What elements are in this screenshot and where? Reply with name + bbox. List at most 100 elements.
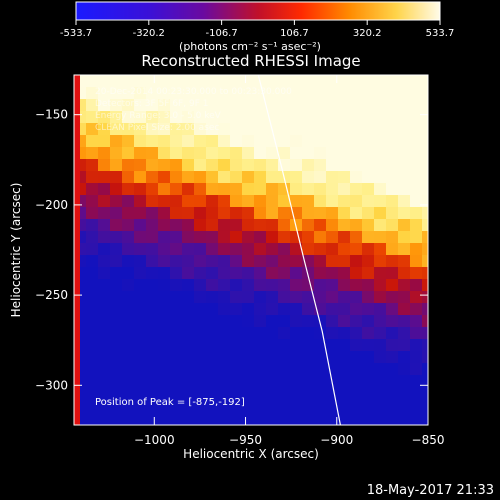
heatmap-cell [218, 351, 231, 364]
heatmap-cell [362, 303, 375, 316]
heatmap-cell [86, 255, 99, 268]
heatmap-cell [194, 195, 207, 208]
heatmap-cell [326, 303, 339, 316]
heatmap-cell [182, 231, 195, 244]
heatmap-cell [242, 399, 255, 412]
heatmap-cell [266, 363, 279, 376]
heatmap-cell [386, 411, 399, 424]
heatmap-cell [410, 111, 423, 124]
heatmap-cell [206, 135, 219, 148]
heatmap-cell [158, 399, 171, 412]
heatmap-cell [278, 87, 291, 100]
heatmap-cell [386, 219, 399, 232]
heatmap-cell [158, 195, 171, 208]
heatmap-cell [158, 87, 171, 100]
heatmap-cell [194, 411, 207, 424]
heatmap-cell [350, 255, 363, 268]
heatmap-cell [398, 351, 411, 364]
heatmap-cell [98, 195, 111, 208]
heatmap-cell [230, 351, 243, 364]
heatmap-cell [362, 99, 375, 112]
heatmap-cell [374, 135, 387, 148]
heatmap-cell [110, 75, 123, 88]
heatmap-cell [230, 87, 243, 100]
heatmap-cell [122, 87, 135, 100]
heatmap-cell [98, 99, 111, 112]
heatmap-cell [338, 375, 351, 388]
heatmap-cell [422, 327, 428, 340]
heatmap-cell [98, 255, 111, 268]
heatmap-cell [374, 183, 387, 196]
heatmap-cell [338, 411, 351, 424]
heatmap-cell [158, 111, 171, 124]
heatmap-cell [158, 411, 171, 424]
heatmap-cell [410, 171, 423, 184]
heatmap-cell [362, 339, 375, 352]
heatmap-cell [218, 183, 231, 196]
heatmap-cell [278, 243, 291, 256]
heatmap-cell [206, 195, 219, 208]
heatmap-cell [254, 303, 267, 316]
heatmap-cell [110, 387, 123, 400]
heatmap-cell [410, 231, 423, 244]
heatmap-cell [290, 159, 303, 172]
heatmap-cell [206, 159, 219, 172]
heatmap-cell [230, 111, 243, 124]
heatmap-cell [254, 207, 267, 220]
heatmap-cell [374, 123, 387, 136]
heatmap-cell [314, 207, 327, 220]
heatmap-cell [194, 291, 207, 304]
heatmap-cell [242, 339, 255, 352]
heatmap-cell [350, 195, 363, 208]
heatmap-cell [398, 399, 411, 412]
heatmap-cell [254, 195, 267, 208]
heatmap-cell [362, 123, 375, 136]
heatmap-cell [338, 267, 351, 280]
heatmap-cell [314, 339, 327, 352]
heatmap-cell [182, 315, 195, 328]
heatmap-cell [98, 219, 111, 232]
heatmap-cell [410, 207, 423, 220]
heatmap-cell [110, 291, 123, 304]
heatmap-cell [98, 135, 111, 148]
heatmap-cell [170, 171, 183, 184]
heatmap-cell [86, 111, 99, 124]
heatmap-cell [194, 183, 207, 196]
heatmap-cell [218, 423, 231, 425]
heatmap-cell [278, 291, 291, 304]
heatmap-cell [254, 231, 267, 244]
heatmap-cell [326, 123, 339, 136]
heatmap-cell [254, 255, 267, 268]
heatmap-cell [314, 399, 327, 412]
heatmap-cell [290, 267, 303, 280]
heatmap-cell [194, 135, 207, 148]
heatmap-cell [254, 399, 267, 412]
heatmap-cell [206, 399, 219, 412]
heatmap-cell [254, 363, 267, 376]
heatmap-cell [302, 375, 315, 388]
heatmap-cell [146, 339, 159, 352]
heatmap-cell [386, 375, 399, 388]
heatmap-cell [266, 375, 279, 388]
heatmap-cell [158, 387, 171, 400]
heatmap-cell [362, 279, 375, 292]
heatmap-cell [338, 87, 351, 100]
heatmap-cell [242, 147, 255, 160]
heatmap-cell [206, 171, 219, 184]
heatmap-cell [386, 207, 399, 220]
heatmap-cell [338, 339, 351, 352]
annotation-detectors: Detectors: 3F 5F 6F, 9F 1 [95, 99, 209, 109]
heatmap-cell [170, 75, 183, 88]
heatmap-cell [122, 339, 135, 352]
heatmap-cell [386, 291, 399, 304]
heatmap-cell [98, 291, 111, 304]
heatmap-cell [146, 111, 159, 124]
heatmap-cell [254, 123, 267, 136]
heatmap-cell [326, 255, 339, 268]
heatmap-cell [242, 183, 255, 196]
heatmap-cell [218, 135, 231, 148]
heatmap-cell [170, 267, 183, 280]
heatmap-cell [86, 171, 99, 184]
heatmap-cell [110, 183, 123, 196]
heatmap-cell [314, 411, 327, 424]
